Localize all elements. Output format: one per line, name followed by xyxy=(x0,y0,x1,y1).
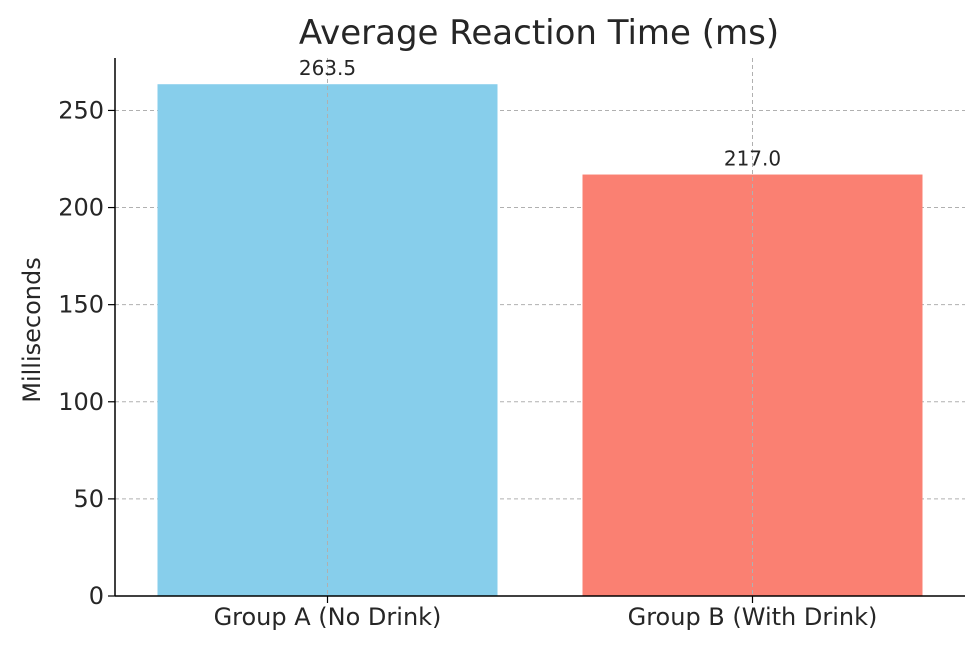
vertical-grid-layer xyxy=(327,58,753,596)
x-tick-label: Group A (No Drink) xyxy=(214,603,442,631)
y-tick-label: 200 xyxy=(58,194,104,222)
chart-title: Average Reaction Time (ms) xyxy=(299,13,779,53)
bar-group-b xyxy=(582,174,923,596)
bar-value-label: 217.0 xyxy=(724,147,781,171)
y-axis-label: Milliseconds xyxy=(18,257,46,402)
bars-layer xyxy=(157,84,923,596)
labels-layer: 0 50 100 150 200 250 Group A (No Drink) 263.5 Gr… xyxy=(58,56,877,631)
axes-layer xyxy=(108,58,965,603)
y-tick-label: 150 xyxy=(58,291,104,319)
bar-value-label: 263.5 xyxy=(299,56,356,80)
y-tick-label: 100 xyxy=(58,388,104,416)
y-tick-label: 250 xyxy=(58,96,104,124)
x-tick-label: Group B (With Drink) xyxy=(628,603,878,631)
y-tick-label: 50 xyxy=(73,485,104,513)
y-tick-label: 0 xyxy=(89,582,104,610)
